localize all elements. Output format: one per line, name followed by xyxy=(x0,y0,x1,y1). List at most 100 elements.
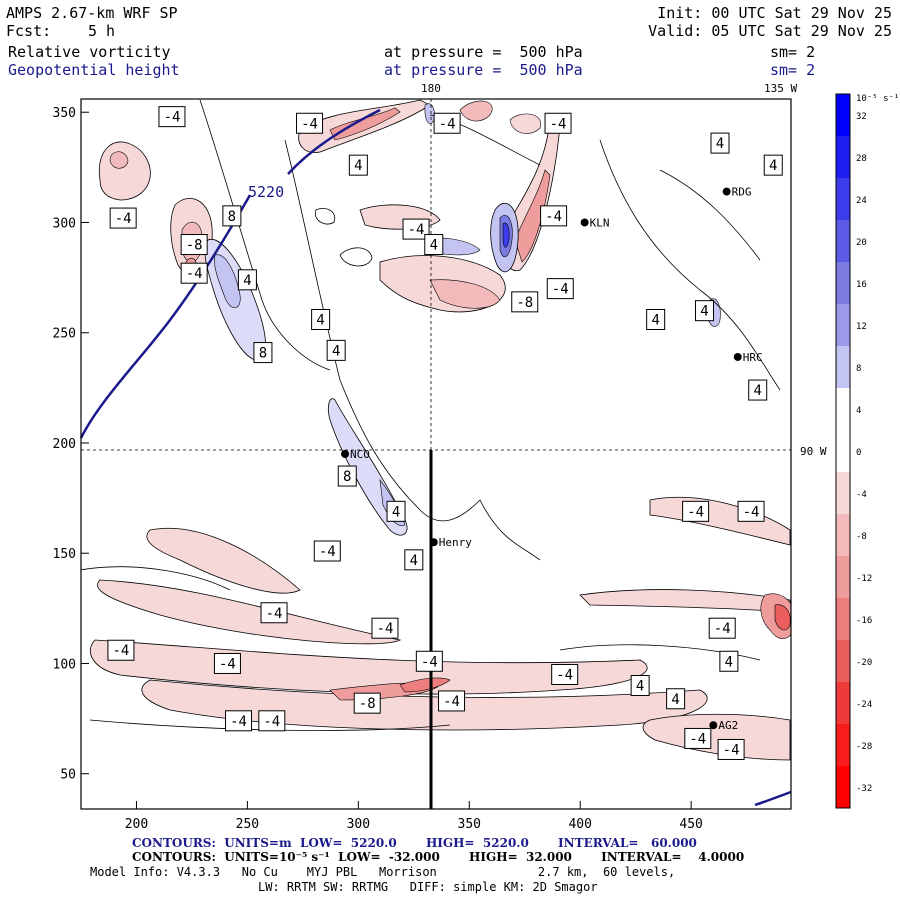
model-title: AMPS 2.67-km WRF SP xyxy=(6,4,178,22)
footer-physics-info: LW: RRTM SW: RRTMG DIFF: simple KM: 2D S… xyxy=(258,880,598,894)
init-time: Init: 00 UTC Sat 29 Nov 25 xyxy=(657,4,892,22)
contour-label: 4 xyxy=(636,679,644,695)
height-contour-5220 xyxy=(79,194,252,439)
x-tick-label: 250 xyxy=(236,817,259,832)
contour-label: 4 xyxy=(410,553,418,569)
meridian-135w-label: 135 W xyxy=(764,82,797,95)
station-marker xyxy=(733,352,742,361)
colorbar-tick-label: 32 xyxy=(856,112,867,122)
footer-vorticity-contours: CONTOURS: UNITS=10⁻⁵ s⁻¹ LOW= -32.000 HI… xyxy=(132,850,745,864)
contour-label-box xyxy=(666,688,686,710)
contour-label-box xyxy=(737,500,765,522)
colorbar-tick-label: -8 xyxy=(856,532,867,542)
colorbar-frame xyxy=(835,93,851,809)
colorbar-tick-label: -4 xyxy=(856,490,867,500)
x-tick-label: 350 xyxy=(458,817,481,832)
contour-label: 4 xyxy=(316,312,324,328)
colorbar-tick-label: -28 xyxy=(856,742,872,752)
forecast-hour: 5 h xyxy=(88,22,116,40)
colorbar-tick-label: 4 xyxy=(856,406,861,416)
colorbar-swatch xyxy=(836,556,850,599)
y-tick-label: 200 xyxy=(53,437,76,452)
contour-label-box xyxy=(646,308,666,330)
contour-label-box xyxy=(433,112,461,134)
contour-label-box xyxy=(311,308,331,330)
contour-label: 8 xyxy=(259,346,267,362)
contour-label-box xyxy=(371,617,399,639)
colorbar-tick-label: 16 xyxy=(856,280,867,290)
height-contour-label: 5220 xyxy=(248,183,284,201)
contour-label-box xyxy=(158,106,186,128)
contour-label-box xyxy=(684,727,712,749)
contour-label-box xyxy=(313,540,341,562)
colorbar-swatch xyxy=(836,514,850,557)
station-marker xyxy=(709,721,718,730)
valid-time: Valid: 05 UTC Sat 29 Nov 25 xyxy=(648,22,892,40)
contour-label-box xyxy=(213,652,241,674)
station-label: KLN xyxy=(590,216,610,229)
x-tick-label: 400 xyxy=(568,817,591,832)
contour-label-box xyxy=(326,339,346,361)
contour-label-box xyxy=(551,663,579,685)
forecast-label: Fcst: xyxy=(6,22,52,40)
contour-label: 4 xyxy=(754,383,762,399)
station-marker xyxy=(580,218,589,227)
colorbar-tick-label: 20 xyxy=(856,238,867,248)
contour-label: -4 xyxy=(723,742,740,758)
contour-label-box xyxy=(630,675,650,697)
contour-label: -4 xyxy=(687,504,704,520)
colorbar-swatch xyxy=(836,682,850,725)
contour-label-box xyxy=(353,692,381,714)
contour-label-box xyxy=(404,549,424,571)
colorbar-swatch xyxy=(836,178,850,221)
x-tick-label: 200 xyxy=(125,817,148,832)
contour-label: -4 xyxy=(219,656,236,672)
field2-name: Geopotential height xyxy=(8,61,180,79)
colorbar-swatch xyxy=(836,766,850,809)
contour-label: 4 xyxy=(430,238,438,254)
contour-label-box xyxy=(415,650,443,672)
y-tick-label: 300 xyxy=(53,216,76,231)
x-tick-label: 300 xyxy=(347,817,370,832)
contour-label: 4 xyxy=(651,312,659,328)
contour-label-box xyxy=(717,738,745,760)
latitude-90w-label: 90 W xyxy=(800,445,827,458)
station-label: NCO xyxy=(350,448,370,461)
contour-label: -4 xyxy=(408,222,425,238)
colorbar-tick-label: -24 xyxy=(856,700,872,710)
colorbar-swatch xyxy=(836,346,850,389)
y-axis: 350 300 250 200 150 100 50 xyxy=(53,106,89,783)
field1-level: at pressure = 500 hPa xyxy=(384,43,583,61)
contour-label: -4 xyxy=(319,544,336,560)
colorbar-tick-label: 8 xyxy=(856,364,861,374)
station-label: RDG xyxy=(732,186,752,199)
contour-label: -4 xyxy=(186,266,203,282)
field1-name: Relative vorticity xyxy=(8,43,171,61)
colorbar-swatch xyxy=(836,304,850,347)
colorbar-swatch xyxy=(836,220,850,263)
colorbar-swatch xyxy=(836,640,850,683)
contour-label: -4 xyxy=(743,504,760,520)
colorbar-tick-label: -20 xyxy=(856,658,872,668)
colorbar-swatch xyxy=(836,724,850,767)
contour-label-box xyxy=(260,602,288,624)
contour-label: -4 xyxy=(266,606,283,622)
colorbar-tick-label: 24 xyxy=(856,196,867,206)
field2-smooth: sm= 2 xyxy=(770,61,816,79)
contour-label: 8 xyxy=(228,209,236,225)
field2-level: at pressure = 500 hPa xyxy=(384,61,583,79)
meridian-180-label: 180 xyxy=(421,82,441,95)
contour-label-box xyxy=(511,291,539,313)
contour-label-box xyxy=(109,207,137,229)
station-marker xyxy=(722,187,731,196)
contour-label: -4 xyxy=(550,116,567,132)
contour-label-box xyxy=(225,710,253,732)
contour-label-box xyxy=(222,205,242,227)
contour-label: -8 xyxy=(359,696,376,712)
vorticity-contours xyxy=(81,99,781,731)
colorbar-swatch xyxy=(836,136,850,179)
contour-label-box xyxy=(180,262,208,284)
colorbar-swatch xyxy=(836,430,850,473)
contour-label-box xyxy=(107,639,135,661)
